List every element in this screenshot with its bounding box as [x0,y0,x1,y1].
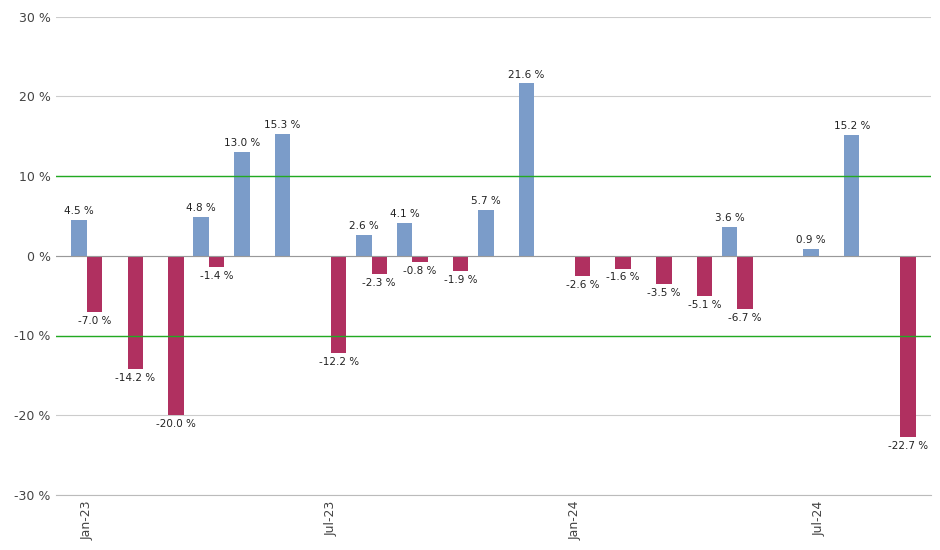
Bar [616,256,631,268]
Text: -1.4 %: -1.4 % [200,271,233,281]
Bar [738,256,753,309]
Bar [331,256,346,353]
Text: -20.0 %: -20.0 % [156,419,196,429]
Bar [274,134,290,256]
Bar [412,256,428,262]
Text: -22.7 %: -22.7 % [887,441,928,451]
Text: -6.7 %: -6.7 % [728,313,762,323]
Bar [722,227,738,256]
Text: 3.6 %: 3.6 % [714,213,744,223]
Bar [371,256,387,274]
Text: -2.6 %: -2.6 % [566,280,600,290]
Bar [901,256,916,437]
Bar [575,256,590,277]
Text: 15.3 %: 15.3 % [264,120,301,130]
Bar [194,217,209,256]
Text: 15.2 %: 15.2 % [834,120,870,130]
Text: 21.6 %: 21.6 % [509,69,544,80]
Bar [656,256,671,284]
Bar [697,256,713,296]
Bar [168,256,183,415]
Text: -14.2 %: -14.2 % [116,373,155,383]
Bar [209,256,225,267]
Text: -1.6 %: -1.6 % [606,272,640,283]
Text: -12.2 %: -12.2 % [319,357,359,367]
Bar [86,256,102,311]
Text: 4.1 %: 4.1 % [389,209,419,219]
Bar [453,256,468,271]
Text: -3.5 %: -3.5 % [647,288,681,298]
Bar [397,223,412,256]
Bar [844,135,859,256]
Text: -1.9 %: -1.9 % [444,275,478,285]
Text: -2.3 %: -2.3 % [363,278,396,288]
Text: 4.5 %: 4.5 % [64,206,94,216]
Bar [71,220,86,256]
Bar [234,152,249,256]
Bar [128,256,143,369]
Text: -7.0 %: -7.0 % [78,316,111,326]
Text: -0.8 %: -0.8 % [403,266,436,276]
Text: 5.7 %: 5.7 % [471,196,501,206]
Bar [356,235,371,256]
Text: 13.0 %: 13.0 % [224,138,260,148]
Text: 0.9 %: 0.9 % [796,235,826,245]
Bar [804,249,819,256]
Text: -5.1 %: -5.1 % [688,300,721,310]
Bar [519,84,534,256]
Text: 2.6 %: 2.6 % [349,221,379,231]
Text: 4.8 %: 4.8 % [186,204,216,213]
Bar [478,210,494,256]
